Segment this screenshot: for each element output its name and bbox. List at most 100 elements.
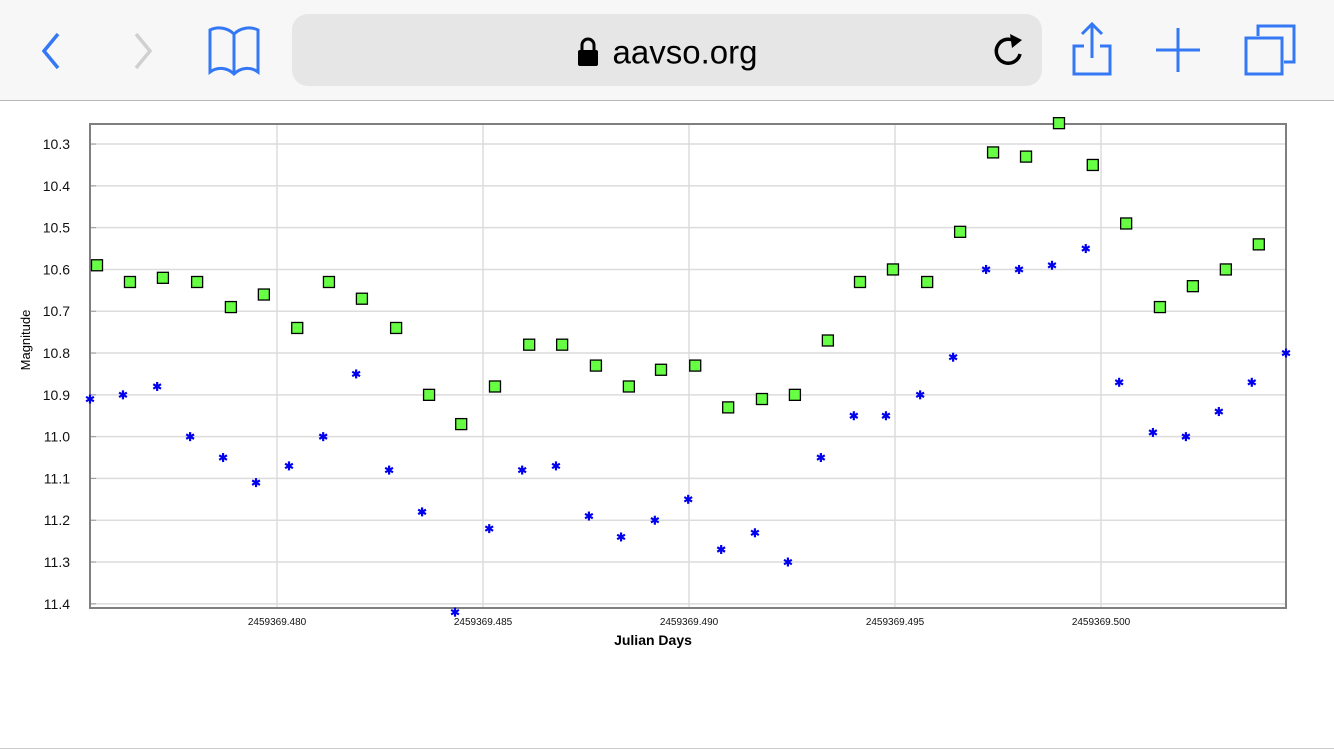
y-tick-label: 11.1 (44, 470, 70, 486)
star-point (484, 524, 494, 534)
star-point (650, 515, 660, 525)
square-point (123, 275, 137, 289)
bottom-divider (0, 748, 1334, 749)
star-point (152, 381, 162, 391)
star-point (1114, 377, 1124, 387)
star-point (351, 369, 361, 379)
address-bar[interactable]: aavso.org (292, 14, 1042, 86)
y-tick-label: 11.4 (44, 596, 70, 612)
url-display[interactable]: aavso.org (292, 14, 1042, 86)
square-point (1153, 300, 1167, 314)
star-point (318, 432, 328, 442)
square-point (821, 334, 835, 347)
square-point (755, 392, 769, 406)
square-point (190, 275, 204, 289)
square-point (455, 417, 468, 431)
star-point (915, 390, 925, 400)
star-point (85, 394, 95, 404)
bookmarks-icon[interactable] (206, 26, 262, 76)
square-point (622, 380, 636, 393)
square-point (853, 275, 867, 289)
star-point (551, 461, 561, 471)
url-text: aavso.org (612, 33, 758, 71)
star-point (185, 432, 195, 442)
forward-icon[interactable] (128, 30, 156, 72)
square-point (389, 321, 403, 335)
x-tick-label: 2459369.500 (1072, 617, 1131, 628)
square-point (689, 359, 702, 372)
back-icon[interactable] (38, 30, 66, 72)
new-tab-icon[interactable] (1156, 28, 1200, 72)
square-point (1252, 238, 1265, 251)
y-tick-label: 11.2 (44, 512, 70, 528)
square-point (953, 225, 967, 238)
grid (90, 124, 1286, 608)
star-point (251, 478, 261, 488)
star-point (118, 390, 128, 400)
star-point (816, 453, 826, 463)
square-point (1219, 263, 1232, 276)
star-point (1214, 407, 1224, 417)
light-curve-chart: 10.3 10.4 10.5 10.6 10.7 10.8 10.9 11.0 11.1 11.2… (18, 117, 1291, 648)
star-point (683, 494, 693, 504)
y-tick-label: 10.5 (43, 220, 70, 236)
star-point (417, 507, 427, 517)
square-point (921, 275, 934, 289)
square-point (1052, 117, 1066, 130)
browser-toolbar: aavso.org (0, 0, 1334, 101)
y-tick-label: 10.7 (43, 303, 70, 319)
square-point (654, 363, 668, 376)
square-point (722, 401, 735, 414)
x-tick-label: 2459369.495 (866, 617, 925, 628)
square-point (355, 292, 369, 305)
y-tick-label: 11.0 (44, 429, 70, 445)
share-icon[interactable] (1070, 20, 1114, 76)
lock-icon (577, 37, 598, 67)
star-point (517, 465, 527, 475)
star-point (981, 264, 991, 274)
square-point (1019, 150, 1033, 163)
tick-labels: 10.3 10.4 10.5 10.6 10.7 10.8 10.9 11.0 11.1 11.2… (43, 136, 1131, 628)
square-point (589, 359, 603, 372)
plot-frame (89, 123, 1287, 609)
y-tick-label: 10.4 (43, 178, 70, 194)
star-point (716, 544, 726, 554)
y-tick-label: 10.8 (43, 345, 70, 361)
x-tick-label: 2459369.485 (454, 617, 513, 628)
square-point (1086, 158, 1099, 172)
star-point (948, 352, 958, 362)
star-point (1081, 244, 1091, 254)
data-points (85, 117, 1291, 617)
star-point (450, 607, 460, 617)
square-point (224, 300, 238, 314)
y-tick-label: 10.9 (43, 387, 70, 403)
square-point (488, 380, 502, 393)
star-point (218, 453, 228, 463)
tabs-icon[interactable] (1244, 24, 1296, 76)
reload-icon[interactable] (990, 32, 1026, 70)
star-point (616, 532, 626, 542)
star-point (1181, 432, 1191, 442)
square-point (555, 338, 569, 351)
y-tick-label: 11.3 (44, 554, 70, 570)
square-point (886, 263, 900, 276)
square-point (257, 288, 271, 301)
star-point (1281, 348, 1291, 358)
x-tick-label: 2459369.480 (248, 617, 307, 628)
y-axis-label: Magnitude (18, 310, 33, 371)
square-point (788, 388, 802, 401)
square-point (1119, 217, 1133, 230)
star-point (1247, 377, 1257, 387)
y-tick-label: 10.3 (43, 136, 70, 152)
star-point (1047, 260, 1057, 270)
square-point (1186, 280, 1200, 293)
star-point (1148, 427, 1158, 437)
square-point (156, 271, 170, 284)
square-point (986, 146, 1000, 159)
star-point (1014, 264, 1024, 274)
star-point (384, 465, 394, 475)
square-point (291, 321, 304, 335)
square-point (422, 388, 436, 401)
x-axis-label: Julian Days (614, 632, 692, 648)
star-point (750, 528, 760, 538)
